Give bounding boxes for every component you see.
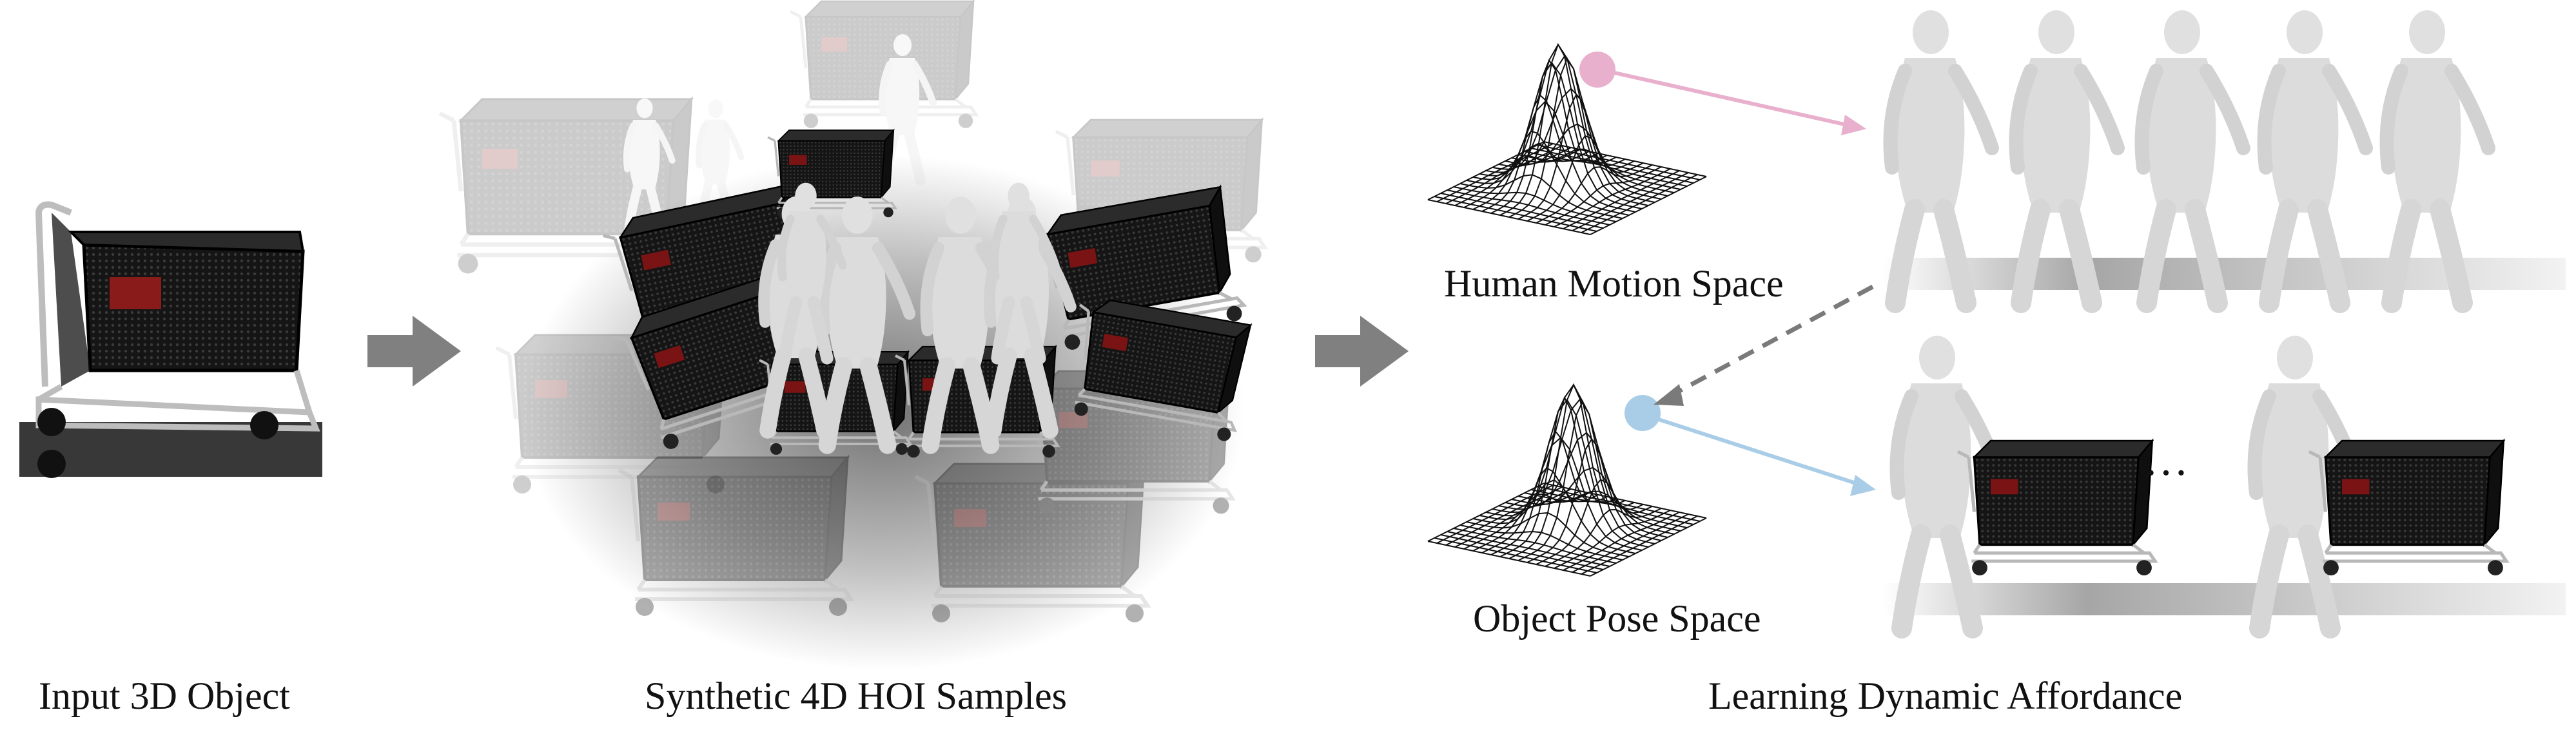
human-motion-space-label: Human Motion Space bbox=[1444, 262, 1784, 305]
synthetic-samples-caption: Synthetic 4D HOI Samples bbox=[645, 675, 1067, 717]
mesh-line bbox=[1517, 399, 1635, 561]
mesh-line bbox=[1508, 383, 1626, 559]
mesh-line bbox=[1554, 168, 1671, 227]
mesh-line bbox=[1545, 508, 1662, 567]
mesh-line bbox=[1427, 483, 1545, 542]
synthetic-hoi-cluster bbox=[440, 1, 1265, 670]
object-pose-space-label: Object Pose Space bbox=[1473, 597, 1761, 640]
input-cart-illustration bbox=[19, 201, 322, 478]
mesh-line bbox=[1536, 164, 1653, 224]
mesh-line bbox=[1490, 430, 1608, 555]
mesh-line bbox=[1517, 93, 1635, 220]
human-motion-sample-marker bbox=[1579, 52, 1615, 88]
mesh-line bbox=[1445, 145, 1563, 204]
ellipsis-label: … bbox=[2143, 436, 2189, 485]
mesh-line bbox=[1499, 43, 1617, 216]
mesh-line bbox=[1581, 174, 1698, 233]
flow-arrow-2 bbox=[1315, 316, 1409, 387]
mesh-line bbox=[1563, 170, 1680, 229]
mesh-line bbox=[1536, 479, 1653, 565]
mesh-line bbox=[1590, 517, 1707, 577]
mesh-line bbox=[1545, 166, 1662, 226]
learning-caption: Learning Dynamic Affordance bbox=[1708, 675, 2183, 717]
object-pose-sample-marker bbox=[1625, 395, 1661, 431]
mesh-line bbox=[1572, 172, 1689, 231]
mesh-line bbox=[1490, 59, 1608, 214]
mesh-line bbox=[1554, 510, 1671, 569]
mesh-line bbox=[1499, 396, 1617, 557]
object-pose-distribution bbox=[1427, 383, 1707, 577]
human-motion-sequence bbox=[1882, 10, 2566, 303]
object-pose-arrow bbox=[1656, 417, 1876, 496]
flow-arrow-1 bbox=[367, 316, 461, 387]
mesh-line bbox=[1572, 514, 1689, 573]
mesh-line bbox=[1581, 515, 1698, 575]
conditioning-dashed-arrow bbox=[1654, 284, 1874, 406]
mesh-line bbox=[1508, 57, 1626, 218]
mesh-line bbox=[1563, 512, 1680, 571]
input-object-caption: Input 3D Object bbox=[39, 675, 290, 717]
mesh-line bbox=[1590, 176, 1707, 235]
mesh-line bbox=[1481, 467, 1599, 553]
mesh-line bbox=[1472, 130, 1590, 210]
mesh-line bbox=[1427, 141, 1545, 200]
mesh-line bbox=[1530, 489, 1694, 525]
mesh-line bbox=[1436, 143, 1554, 202]
mesh-line bbox=[1436, 485, 1554, 544]
human-motion-arrow bbox=[1611, 70, 1866, 135]
human-motion-distribution bbox=[1427, 43, 1707, 235]
mesh-line bbox=[1527, 135, 1644, 222]
hoi-sequence bbox=[1882, 336, 2566, 628]
mesh-line bbox=[1445, 486, 1563, 546]
mesh-line bbox=[1481, 94, 1599, 212]
